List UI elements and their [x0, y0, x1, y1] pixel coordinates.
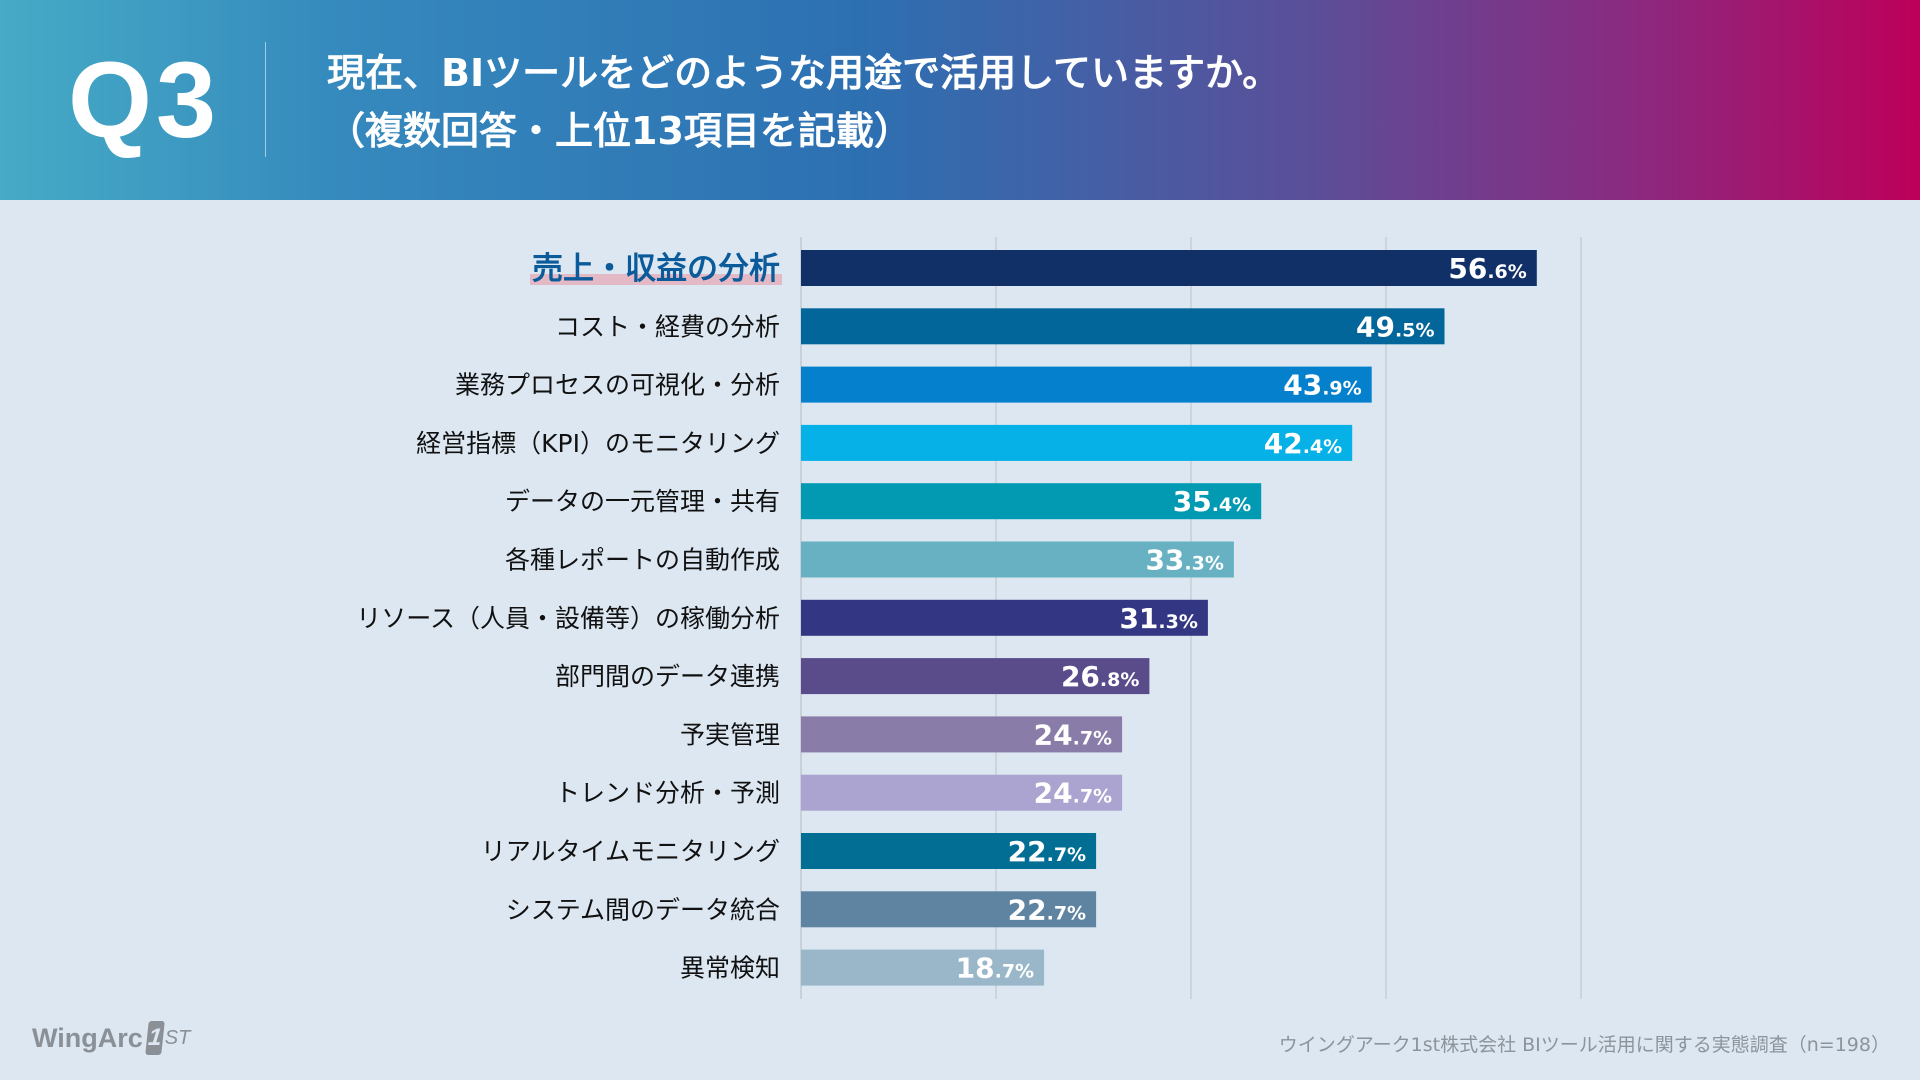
- bar: [801, 658, 1150, 695]
- category-label: リソース（人員・設備等）の稼働分析: [356, 604, 780, 633]
- bar: [801, 424, 1353, 461]
- bar: [801, 366, 1372, 403]
- value-label: 24.7%: [1034, 777, 1112, 810]
- bar: [801, 774, 1123, 811]
- category-label: コスト・経費の分析: [555, 312, 780, 341]
- bar: [801, 949, 1045, 986]
- value-label: 24.7%: [1034, 718, 1112, 751]
- bar: [801, 250, 1537, 286]
- bar: [801, 483, 1262, 520]
- category-label: トレンド分析・予測: [555, 779, 780, 808]
- logo-one-mark: 1: [144, 1021, 165, 1055]
- category-label-highlighted: 売上・収益の分析: [532, 251, 780, 287]
- category-label: データの一元管理・共有: [505, 487, 780, 516]
- bar: [801, 599, 1208, 636]
- bar: [801, 833, 1097, 869]
- header-banner: Q3 現在、BIツールをどのような用途で活用していますか。 （複数回答・上位13…: [0, 0, 1920, 200]
- label-highlight-marker: [530, 274, 782, 285]
- category-label: 業務プロセスの可視化・分析: [455, 371, 780, 400]
- question-number: Q3: [68, 39, 221, 160]
- header-divider: [265, 42, 266, 157]
- category-label: 部門間のデータ連携: [555, 662, 780, 691]
- value-label: 33.3%: [1145, 544, 1223, 577]
- value-label: 22.7%: [1008, 893, 1086, 926]
- value-label: 56.6%: [1448, 252, 1526, 285]
- value-label: 49.5%: [1356, 310, 1434, 343]
- bar: [801, 308, 1445, 345]
- bar: [801, 541, 1234, 578]
- bar: [801, 716, 1123, 753]
- wingarc-logo: WingArc 1 ST: [32, 1018, 190, 1058]
- value-label: 42.4%: [1264, 427, 1342, 460]
- category-label: 異常検知: [680, 954, 780, 983]
- value-label: 26.8%: [1061, 660, 1139, 693]
- value-label: 35.4%: [1173, 485, 1251, 518]
- title-line-2: （複数回答・上位13項目を記載）: [327, 109, 912, 153]
- category-label: システム間のデータ統合: [506, 895, 780, 924]
- source-note: ウイングアーク1st株式会社 BIツール活用に関する実態調査（n=198）: [1278, 1034, 1890, 1056]
- category-label: リアルタイムモニタリング: [481, 837, 780, 866]
- logo-text: WingArc: [32, 1022, 143, 1053]
- category-label: 予実管理: [680, 720, 780, 749]
- title-line-1: 現在、BIツールをどのような用途で活用していますか。: [327, 51, 1281, 95]
- bar: [801, 891, 1097, 928]
- value-label: 43.9%: [1283, 369, 1361, 402]
- question-title: 現在、BIツールをどのような用途で活用していますか。 （複数回答・上位13項目を…: [327, 44, 1280, 160]
- category-label: 各種レポートの自動作成: [505, 546, 780, 575]
- logo-st: ST: [164, 1026, 191, 1049]
- value-label: 31.3%: [1119, 602, 1197, 635]
- category-label: 経営指標（KPI）のモニタリング: [416, 429, 780, 458]
- value-label: 18.7%: [956, 952, 1034, 985]
- value-label: 22.7%: [1008, 835, 1086, 868]
